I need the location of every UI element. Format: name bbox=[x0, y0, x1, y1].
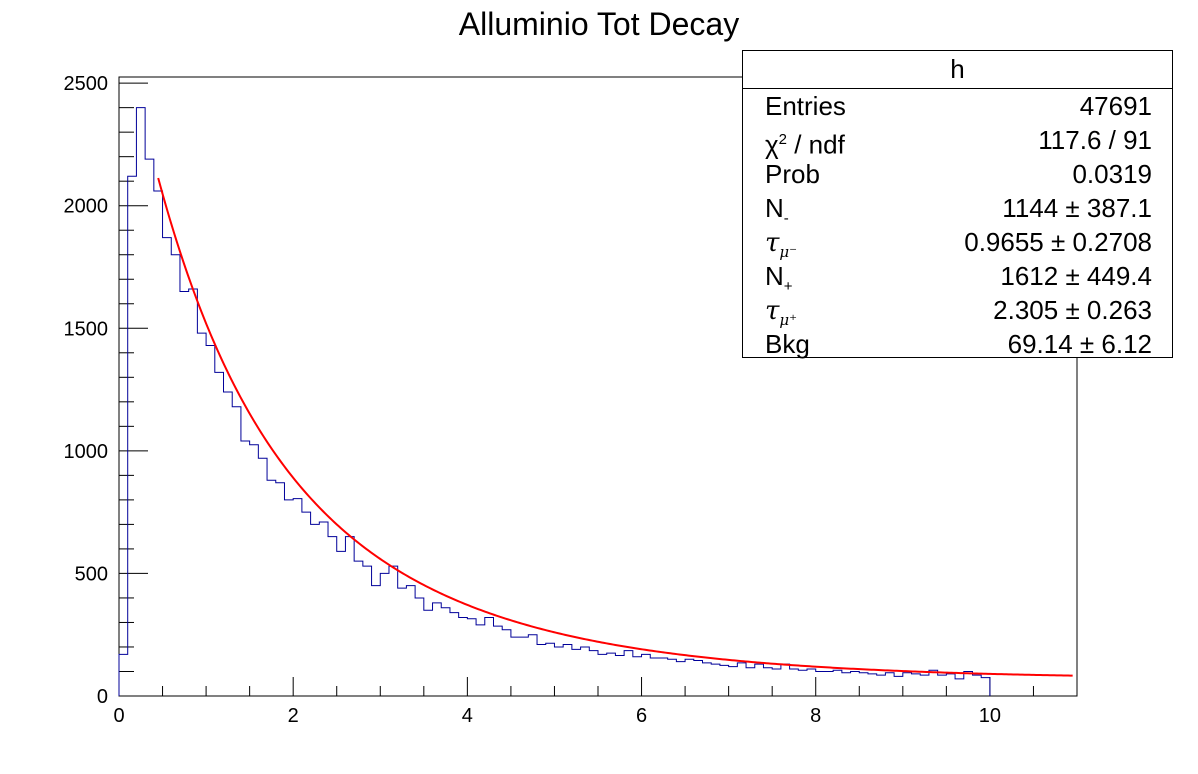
stats-row-value: 0.9655 ± 0.2708 bbox=[964, 227, 1152, 257]
histogram-series bbox=[118, 107, 991, 696]
stats-row-label: N+ bbox=[765, 261, 793, 296]
y-tick-label: 1500 bbox=[64, 318, 109, 340]
stats-row-label: χ2 / ndf bbox=[765, 129, 845, 160]
x-tick-label: 2 bbox=[288, 705, 299, 727]
y-tick-label: 1000 bbox=[64, 441, 109, 463]
stats-row-label: τμ⁺ bbox=[765, 296, 798, 330]
x-tick-label: 8 bbox=[810, 705, 821, 727]
stats-row-value: 0.0319 bbox=[1072, 159, 1152, 189]
stats-row: Entries 47691 bbox=[743, 89, 1172, 123]
stats-row: N- 1144 ± 387.1 bbox=[743, 191, 1172, 227]
chart-title: Alluminio Tot Decay bbox=[458, 6, 740, 42]
stats-box: h Entries 47691 χ2 / ndf 117.6 / 91 Prob 0.03… bbox=[742, 50, 1173, 361]
stats-row-label: Bkg bbox=[765, 329, 810, 359]
stats-row: N+ 1612 ± 449.4 bbox=[743, 259, 1172, 295]
stats-row: τμ⁻ 0.9655 ± 0.2708 bbox=[743, 225, 1172, 261]
stats-row-label: Entries bbox=[765, 91, 846, 121]
x-tick-label: 10 bbox=[979, 705, 1001, 727]
stats-row-value: 2.305 ± 0.263 bbox=[993, 295, 1152, 325]
stats-row-label: N- bbox=[765, 193, 789, 228]
stats-row-value: 1144 ± 387.1 bbox=[1002, 193, 1152, 223]
x-tick-label: 4 bbox=[462, 705, 473, 727]
stats-row: Bkg 69.14 ± 6.12 bbox=[743, 327, 1172, 361]
y-tick-label: 2000 bbox=[64, 196, 109, 218]
stats-row-value: 69.14 ± 6.12 bbox=[1007, 329, 1152, 359]
stats-row-value: 117.6 / 91 bbox=[1038, 125, 1152, 155]
axes: 0 2 4 6 8 10 0 500 1000 1500 2000 2500 bbox=[64, 73, 1078, 727]
stats-row-label: Prob bbox=[765, 159, 820, 189]
stats-row-value: 47691 bbox=[1079, 91, 1152, 121]
x-tick-label: 0 bbox=[113, 705, 124, 727]
stats-row: Prob 0.0319 bbox=[743, 157, 1172, 191]
y-tick-label: 2500 bbox=[64, 73, 109, 95]
y-tick-label: 0 bbox=[97, 686, 108, 708]
stats-title: h bbox=[743, 51, 1172, 89]
fit-curve bbox=[157, 177, 1073, 677]
x-tick-label: 6 bbox=[636, 705, 647, 727]
stats-row-value: 1612 ± 449.4 bbox=[1000, 261, 1152, 291]
stats-row-label: τμ⁻ bbox=[765, 228, 798, 262]
stats-row: τμ⁺ 2.305 ± 0.263 bbox=[743, 293, 1172, 329]
stats-rows: Entries 47691 χ2 / ndf 117.6 / 91 Prob 0.0319… bbox=[743, 89, 1172, 361]
stats-row: χ2 / ndf 117.6 / 91 bbox=[743, 123, 1172, 160]
y-tick-label: 500 bbox=[75, 563, 108, 585]
